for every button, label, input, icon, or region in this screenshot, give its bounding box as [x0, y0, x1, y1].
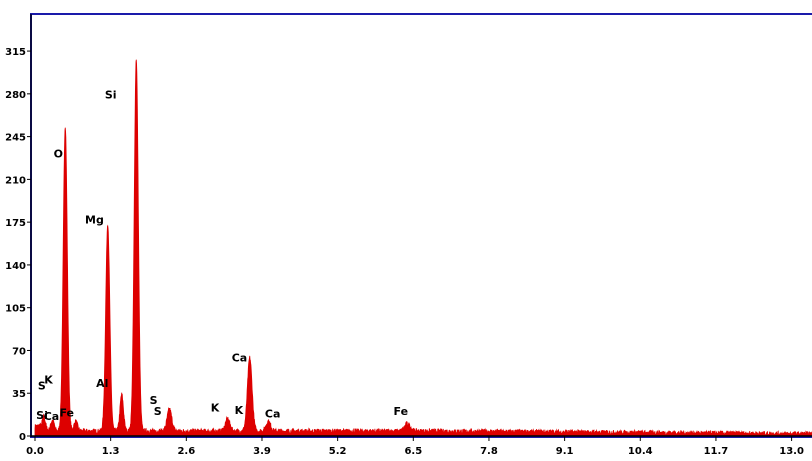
x-tick-label: 7.8: [480, 446, 498, 457]
peak-label: Fe: [394, 405, 409, 418]
peak-label: O: [54, 147, 63, 160]
peak-label: S: [150, 394, 158, 407]
y-tick-label: 70: [12, 346, 26, 357]
plot-frame: [30, 13, 812, 438]
peak-label: S: [38, 380, 46, 393]
peak-label: K: [211, 402, 220, 415]
x-tick-label: 0.0: [26, 446, 44, 457]
peak-label: Si: [36, 409, 48, 422]
peak-label: Mg: [85, 213, 104, 226]
x-tick-label: 5.2: [329, 446, 347, 457]
peak-label: K: [235, 404, 244, 417]
x-tick-label: 9.1: [556, 446, 574, 457]
peak-label: K: [44, 373, 53, 386]
x-ticks: 0.0 1.3 2.6 3.9 5.2 6.5 7.8 9.1 10.4 11.7 13.0: [26, 436, 804, 457]
spectrum-series: [34, 59, 812, 438]
y-tick-label: 105: [5, 304, 26, 315]
x-tick-label: 2.6: [177, 446, 195, 457]
y-tick-label: 280: [5, 90, 26, 101]
x-tick-label: 1.3: [102, 446, 120, 457]
x-tick-label: 10.4: [628, 446, 653, 457]
y-tick-label: 210: [5, 175, 26, 186]
peak-label: Al: [96, 377, 108, 390]
peak-label: Ca: [44, 410, 60, 423]
y-tick-label: 35: [12, 389, 26, 400]
x-tick-label: 6.5: [404, 446, 422, 457]
y-ticks: 315 280 245 210 175 140 105 70 35 0: [5, 47, 31, 443]
y-tick-label: 175: [5, 218, 26, 229]
x-tick-label: 11.7: [704, 446, 729, 457]
peak-label: Ca: [232, 351, 248, 364]
x-tick-label: 13.0: [779, 446, 804, 457]
peak-label: Si: [105, 89, 117, 102]
y-tick-label: 315: [5, 47, 26, 58]
spectrum-layer: [34, 59, 812, 438]
y-tick-label: 245: [5, 133, 26, 144]
peak-label: Ca: [265, 408, 281, 421]
y-tick-label: 140: [5, 261, 26, 272]
peak-label: S: [154, 405, 162, 418]
x-tick-label: 3.9: [253, 446, 271, 457]
y-tick-label: 0: [19, 432, 26, 443]
peak-label: Fe: [59, 406, 74, 419]
